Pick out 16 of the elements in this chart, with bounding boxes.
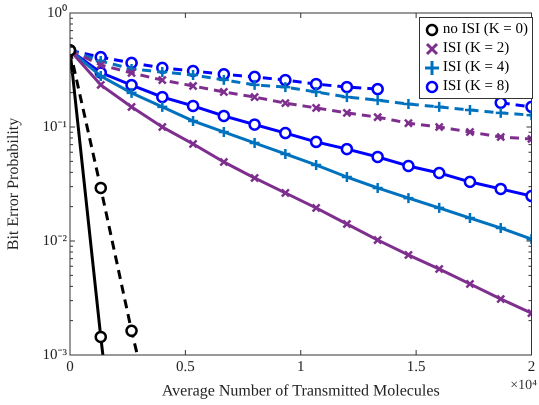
legend-label: ISI (K = 2)	[442, 39, 510, 58]
y-tick-label: 10⁻¹	[42, 118, 67, 135]
y-tick-label: 10⁻²	[42, 232, 68, 249]
x-tick-label: 0.5	[176, 358, 195, 375]
x-axis-title: Average Number of Transmitted Molecules	[162, 382, 440, 400]
y-tick-label: 10⁰	[47, 4, 67, 21]
x-tick-label: 0	[66, 358, 74, 375]
legend-label: no ISI (K = 0)	[442, 20, 528, 39]
y-axis-title: Bit Error Probability	[4, 118, 22, 250]
x-tick-label: 2	[528, 358, 536, 375]
y-tick-label: 10⁻³	[42, 346, 68, 363]
x-tick-label: 1.5	[406, 358, 426, 375]
x-tick-label: 1	[297, 358, 304, 375]
legend-label: ISI (K = 4)	[442, 58, 510, 77]
legend-label: ISI (K = 8)	[442, 77, 510, 96]
text: ×10⁴	[510, 378, 537, 393]
